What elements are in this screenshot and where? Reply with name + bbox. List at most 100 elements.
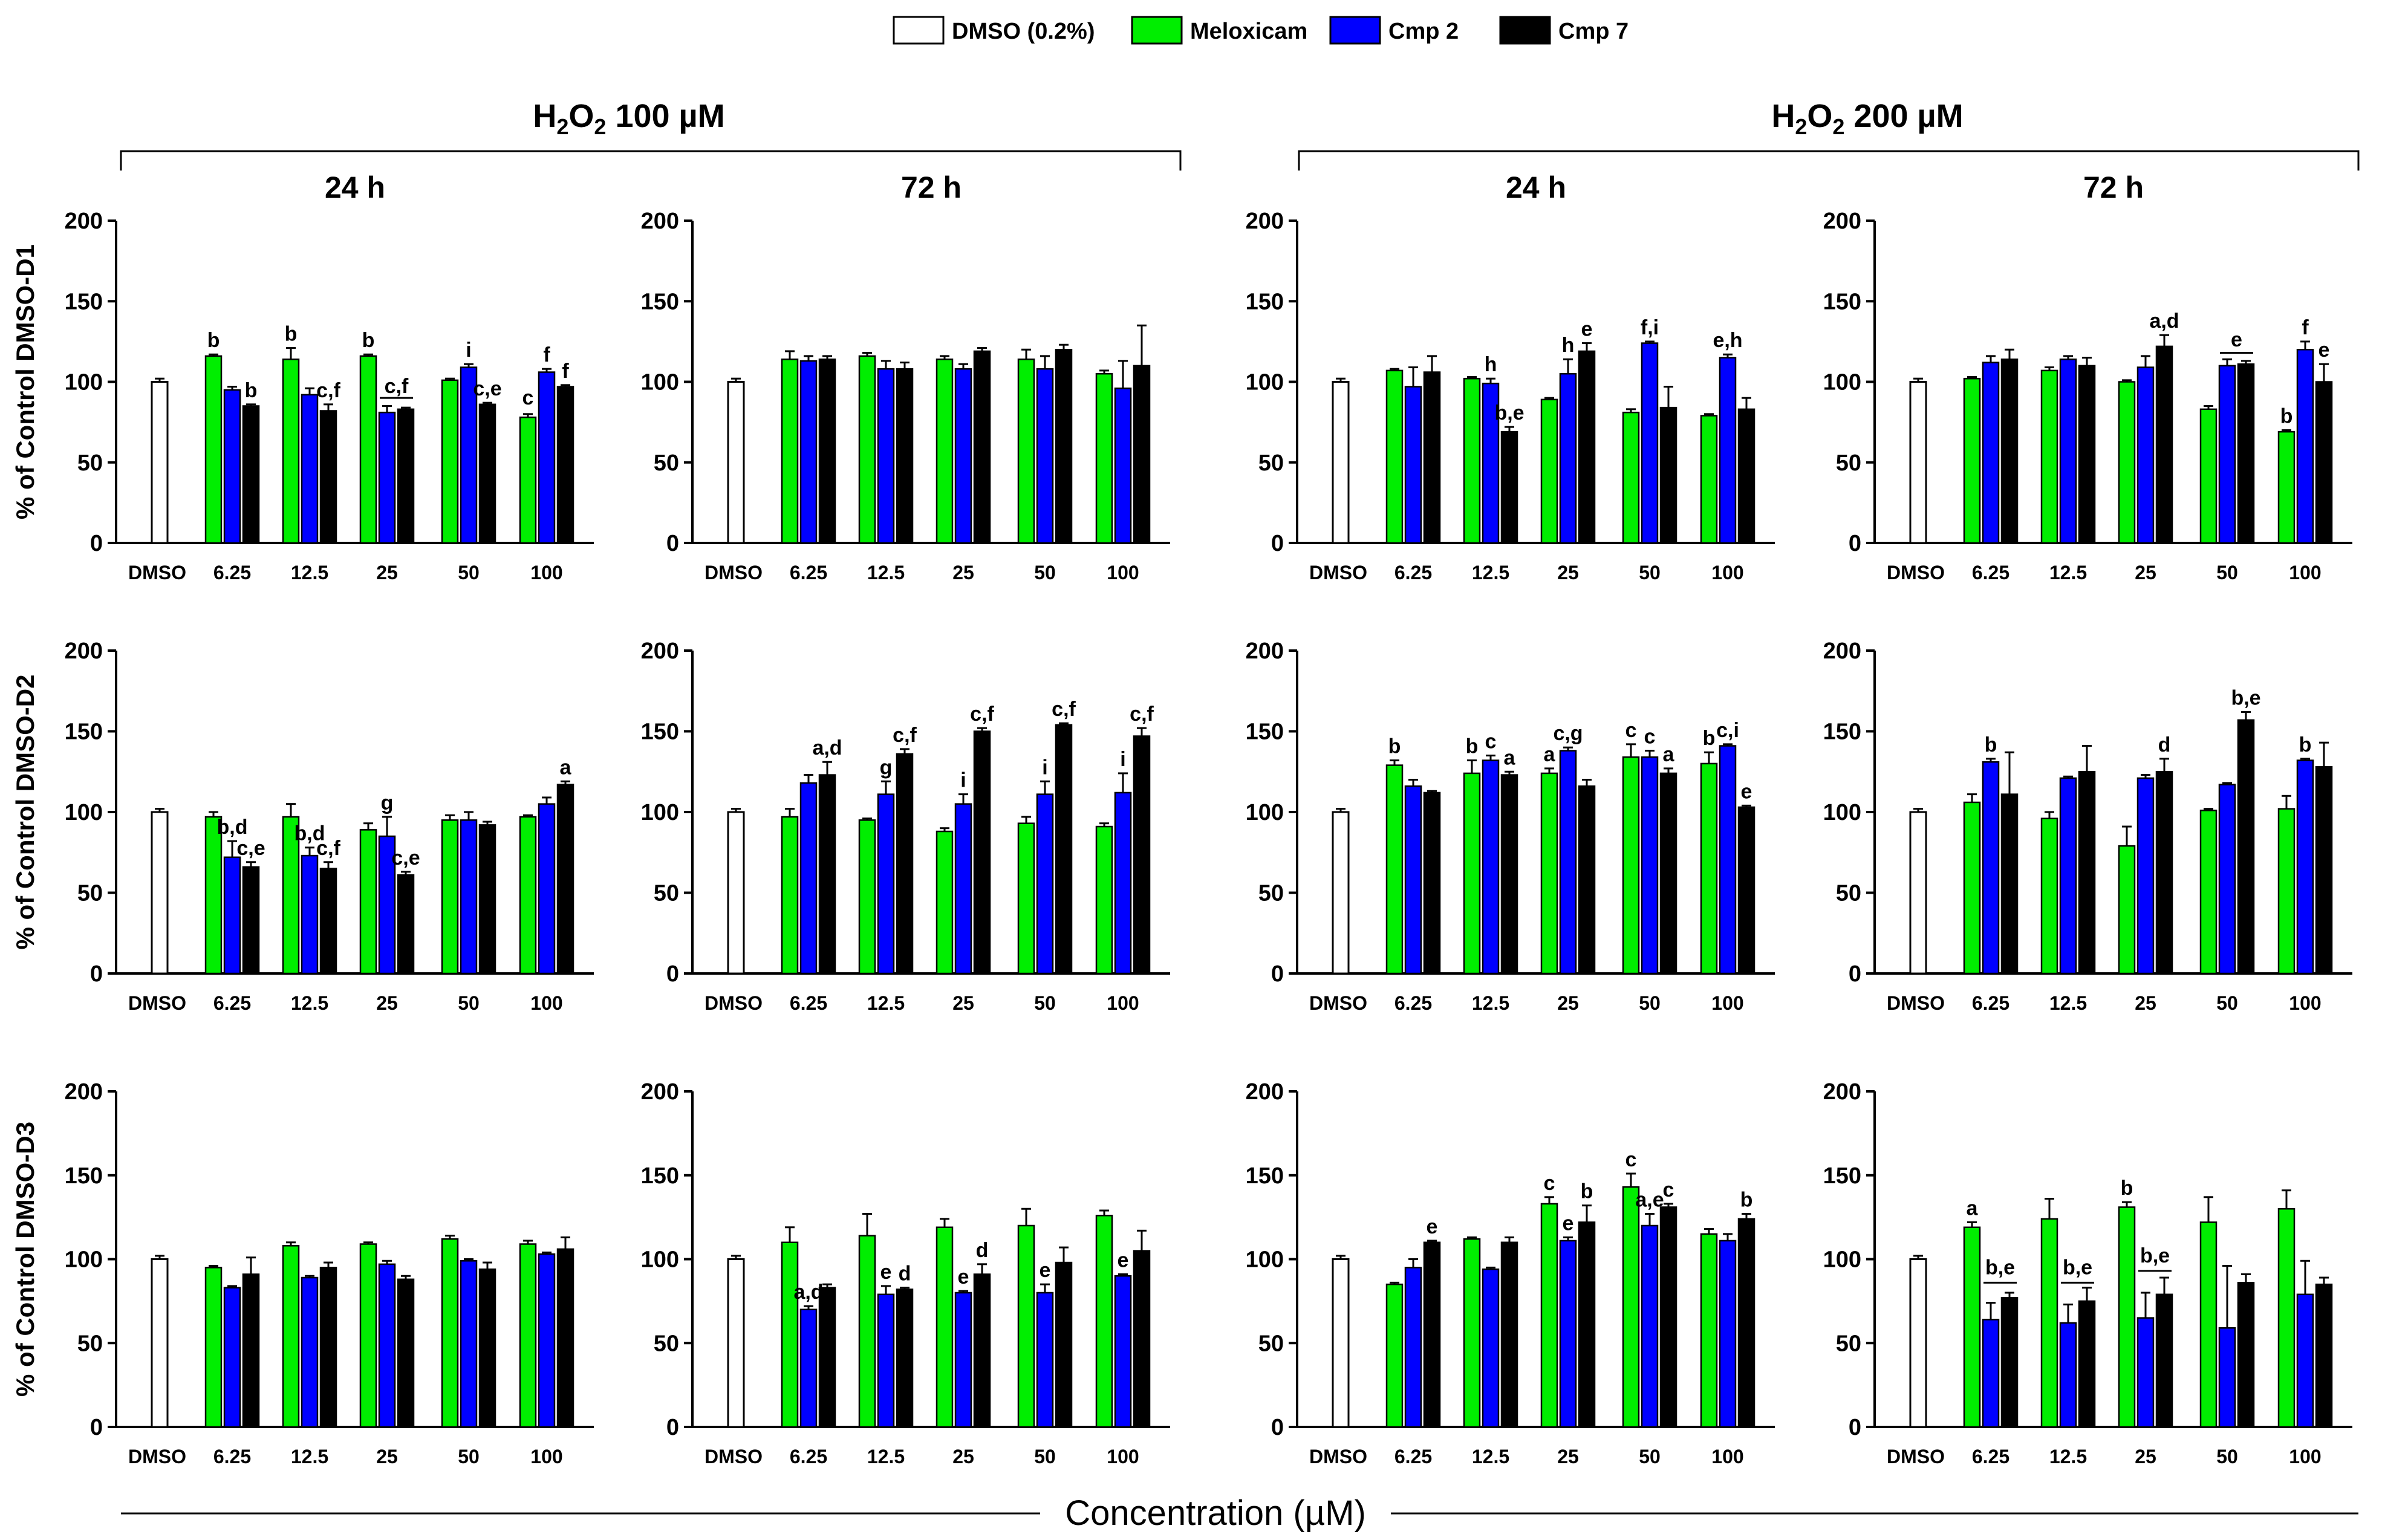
y-tick-label: 150 — [1246, 1163, 1284, 1189]
bar-control — [1332, 811, 1350, 975]
bar-meloxicam — [1963, 1226, 1981, 1428]
y-tick-label: 100 — [1823, 800, 1861, 825]
y-tick-label: 0 — [666, 961, 679, 987]
x-tick-label: 25 — [376, 1446, 398, 1467]
x-tick-label: 100 — [530, 1446, 562, 1467]
bar-meloxicam — [936, 358, 954, 544]
bar-meloxicam — [936, 830, 954, 975]
bar-cmp-7 — [319, 410, 337, 544]
x-tick-label: DMSO — [1309, 562, 1367, 583]
bar-cmp-7 — [818, 1287, 836, 1428]
bar-cmp-7 — [2315, 765, 2333, 975]
y-tick-label: 50 — [77, 450, 103, 476]
y-tick-label: 0 — [90, 961, 103, 987]
bar-control — [151, 811, 169, 975]
bar-meloxicam — [781, 816, 799, 975]
significance-label: a,d — [793, 1281, 823, 1304]
bar-cmp-2 — [1114, 387, 1132, 544]
significance-label: e — [958, 1266, 969, 1288]
group-title-subscript: 2 — [1795, 114, 1807, 139]
y-tick-label: 200 — [1823, 209, 1861, 234]
bar-meloxicam — [1017, 358, 1035, 544]
x-tick-label: 12.5 — [2049, 992, 2087, 1014]
x-tick-label: DMSO — [1887, 562, 1945, 583]
x-tick-label: 100 — [2289, 1446, 2321, 1467]
significance-label: c,g — [1553, 722, 1583, 745]
panel-2-0: 0 50 100 150 200 DMSO 6.25 12.5 25 50 100 — [65, 1079, 594, 1467]
bar-cmp-7 — [2000, 358, 2019, 544]
bar-meloxicam — [1700, 415, 1718, 544]
x-tick-label: 6.25 — [213, 992, 251, 1014]
x-tick-label: 25 — [952, 1446, 974, 1467]
bar-cmp-2 — [538, 803, 556, 975]
bar-cmp-2 — [1641, 756, 1659, 975]
bar-meloxicam — [1463, 772, 1481, 975]
bar-meloxicam — [1540, 1203, 1558, 1428]
significance-label: b,e — [2063, 1256, 2092, 1279]
y-tick-label: 0 — [1271, 531, 1284, 556]
bar-cmp-7 — [1578, 785, 1596, 975]
y-tick-label: 150 — [1823, 1163, 1861, 1189]
bar-meloxicam — [519, 416, 537, 544]
bar-cmp-2 — [1641, 342, 1659, 544]
bar-meloxicam — [519, 1243, 537, 1428]
y-tick-label: 50 — [654, 1331, 679, 1356]
bar-cmp-7 — [2237, 719, 2255, 975]
bar-cmp-2 — [799, 360, 818, 544]
bar-control — [727, 381, 745, 544]
x-axis-title-group: Concentration (µM) — [121, 1493, 2358, 1533]
significance-label: b — [2299, 733, 2312, 756]
significance-label: a — [1663, 743, 1675, 766]
bar-cmp-2 — [1482, 1268, 1500, 1428]
bar-cmp-7 — [1737, 1218, 1756, 1428]
legend-item: Meloxicam — [1131, 16, 1307, 45]
bar-cmp-7 — [478, 824, 496, 975]
x-tick-label: 50 — [458, 992, 480, 1014]
bar-cmp-2 — [378, 411, 396, 544]
x-tick-label: 25 — [2135, 1446, 2156, 1467]
bar-cmp-7 — [1578, 1221, 1596, 1428]
y-tick-label: 150 — [641, 289, 679, 314]
x-tick-label: 12.5 — [291, 992, 328, 1014]
significance-label: b — [1466, 735, 1479, 758]
x-tick-label: 50 — [1034, 992, 1056, 1014]
y-tick-label: 150 — [1246, 289, 1284, 314]
significance-label: f — [2302, 316, 2309, 339]
x-tick-label: DMSO — [1309, 1446, 1367, 1467]
bar-control — [1909, 811, 1927, 975]
x-tick-label: 25 — [376, 562, 398, 583]
group-title-subscript: 2 — [556, 114, 568, 139]
bar-cmp-7 — [2237, 1282, 2255, 1428]
bar-cmp-2 — [1719, 357, 1737, 544]
x-tick-label: 50 — [1034, 562, 1056, 583]
bar-cmp-7 — [1737, 806, 1756, 975]
row-label: % of Control DMSO-D1 — [11, 244, 39, 519]
y-tick-label: 150 — [641, 720, 679, 745]
bar-cmp-7 — [896, 1288, 914, 1428]
y-tick-label: 200 — [65, 639, 103, 664]
y-tick-label: 50 — [1258, 1331, 1284, 1356]
bar-meloxicam — [1700, 1233, 1718, 1428]
bar-meloxicam — [2040, 817, 2058, 975]
y-tick-label: 200 — [1246, 209, 1284, 234]
panel-0-2: 24 h 0 50 100 150 200 DMSO 6.25 12.5 25 50 100 h b,e h… — [1246, 171, 1775, 583]
x-tick-label: DMSO — [1309, 992, 1367, 1014]
x-tick-label: 6.25 — [790, 992, 827, 1014]
group-title-part: 200 µM — [1844, 98, 1963, 134]
x-tick-label: 25 — [2135, 562, 2156, 583]
bar-cmp-2 — [2296, 1293, 2314, 1428]
y-tick-label: 50 — [1836, 1331, 1861, 1356]
y-tick-label: 0 — [90, 1415, 103, 1440]
significance-label: a,d — [812, 736, 842, 759]
bar-cmp-7 — [973, 730, 991, 975]
x-tick-label: 25 — [1557, 992, 1579, 1014]
bar-meloxicam — [1095, 372, 1113, 544]
x-tick-label: 100 — [1107, 992, 1139, 1014]
bar-meloxicam — [1463, 1238, 1481, 1428]
x-tick-label: 50 — [1639, 1446, 1661, 1467]
x-tick-label: 12.5 — [1472, 1446, 1509, 1467]
group-title-part: H — [533, 98, 556, 134]
row-label: % of Control DMSO-D3 — [11, 1122, 39, 1397]
